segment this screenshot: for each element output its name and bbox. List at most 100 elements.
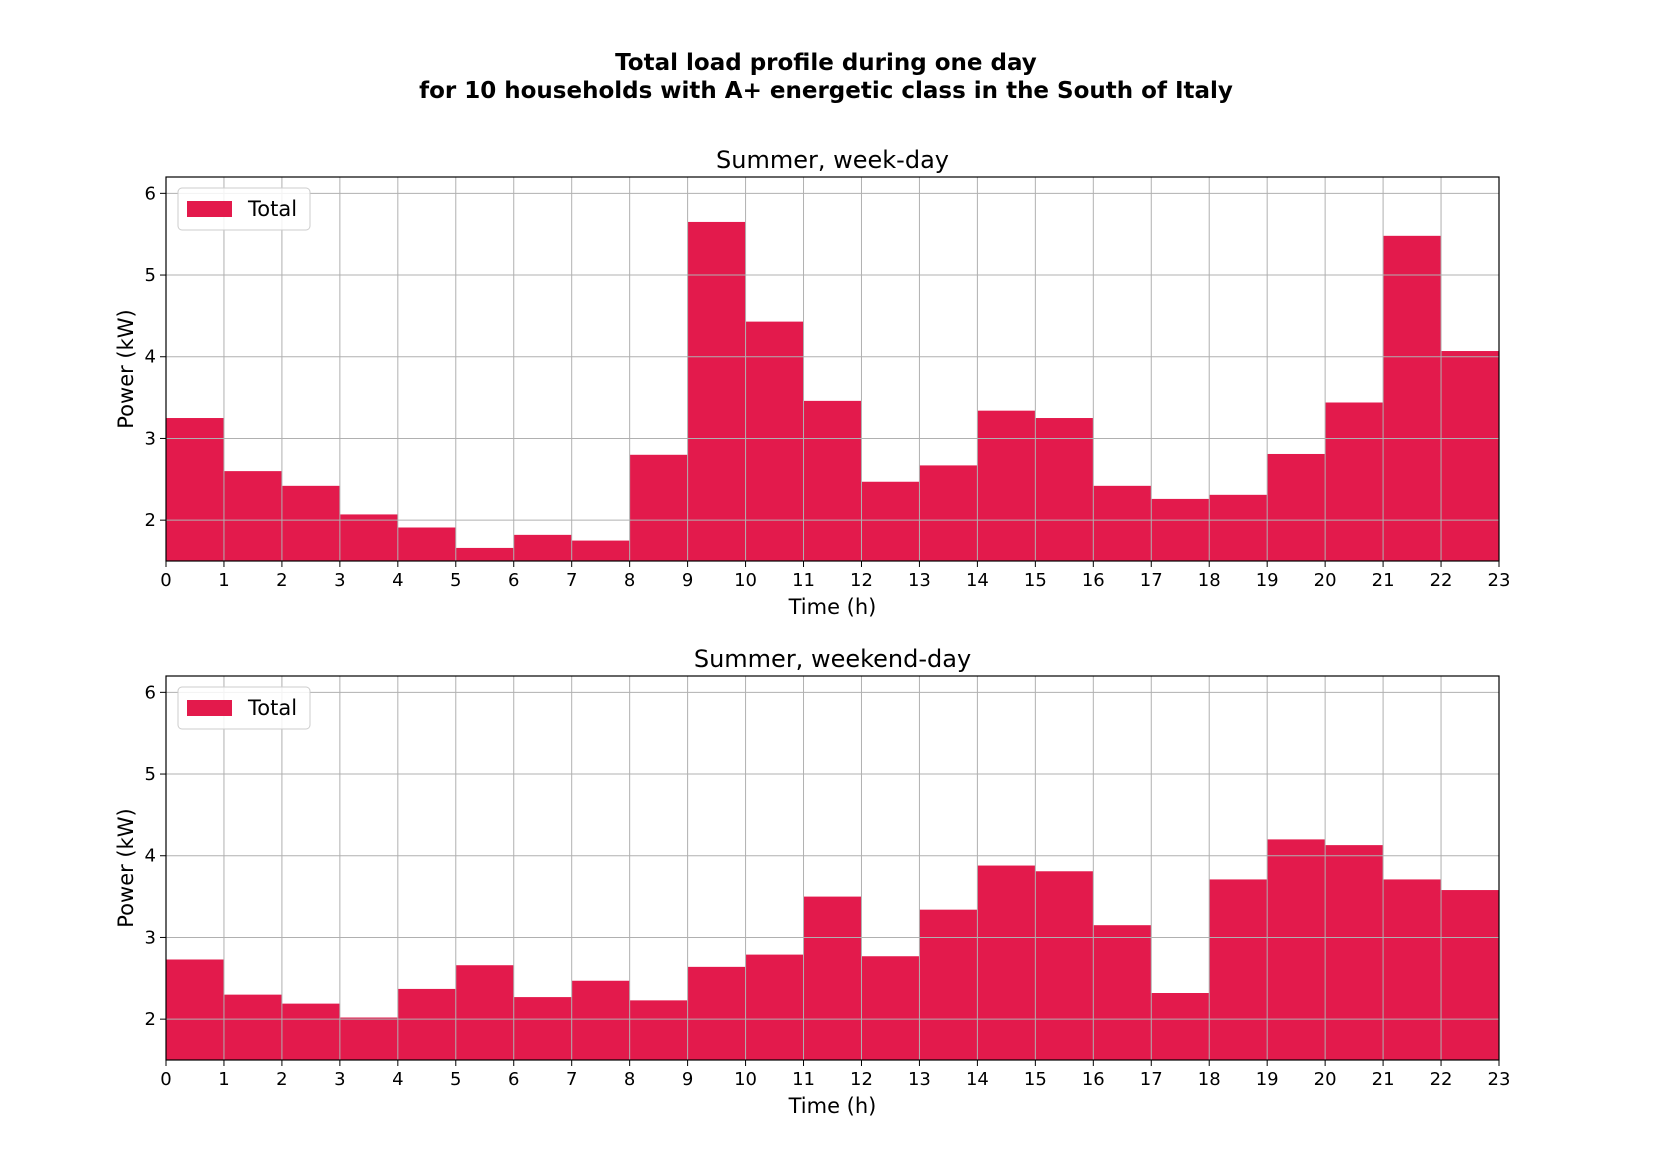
bar-hour-15 [1035, 871, 1094, 1060]
x-tick-label: 13 [908, 570, 931, 591]
x-tick-label: 17 [1140, 570, 1163, 591]
legend-box [177, 187, 311, 231]
x-axis-label: Time (h) [788, 595, 877, 619]
x-tick-label: 22 [1430, 1069, 1453, 1090]
x-tick-label: 17 [1140, 1069, 1163, 1090]
x-tick-label: 23 [1488, 570, 1511, 591]
x-tick-label: 0 [160, 570, 171, 591]
y-axis-label: Power (kW) [114, 808, 138, 927]
bar-hour-7 [571, 980, 630, 1060]
legend: Total [177, 187, 311, 231]
x-tick-label: 0 [160, 1069, 171, 1090]
bar-hour-11 [803, 400, 862, 561]
bar-hour-14 [977, 410, 1036, 561]
x-tick-label: 8 [624, 1069, 635, 1090]
bar-hour-19 [1267, 453, 1326, 561]
legend: Total [177, 686, 311, 730]
y-tick-label: 3 [145, 927, 156, 948]
x-tick-label: 16 [1082, 570, 1105, 591]
x-tick-label: 16 [1082, 1069, 1105, 1090]
y-tick-label: 5 [145, 265, 156, 286]
bar-hour-14 [977, 865, 1036, 1060]
bar-hour-21 [1383, 235, 1442, 561]
bar-hour-3 [339, 1017, 398, 1060]
grid [165, 177, 1500, 561]
x-tick-label: 18 [1198, 570, 1221, 591]
x-axis-label: Time (h) [788, 1094, 877, 1118]
bar-hour-18 [1209, 879, 1268, 1060]
bar-hour-3 [339, 514, 398, 561]
bar-hour-5 [455, 547, 514, 561]
x-tick-label: 11 [792, 1069, 815, 1090]
legend-box [177, 686, 311, 730]
x-tick-label: 6 [508, 570, 519, 591]
y-tick-label: 3 [145, 428, 156, 449]
bar-hour-15 [1035, 418, 1094, 561]
x-tick-label: 4 [392, 1069, 403, 1090]
axes-frame [165, 675, 1500, 1061]
bar-hour-7 [571, 540, 630, 561]
x-tick-label: 13 [908, 1069, 931, 1090]
x-tick-label: 5 [450, 1069, 461, 1090]
x-tick-label: 14 [966, 1069, 989, 1090]
x-tick-label: 1 [218, 1069, 229, 1090]
x-tick-label: 10 [734, 570, 757, 591]
x-tick-label: 3 [334, 1069, 345, 1090]
bar-series [166, 221, 1499, 561]
x-tick-label: 9 [682, 570, 693, 591]
x-tick-label: 19 [1256, 570, 1279, 591]
x-tick-label: 8 [624, 570, 635, 591]
figure-title-line2: for 10 households with A+ energetic clas… [419, 78, 1233, 104]
bar-hour-19 [1267, 839, 1326, 1060]
bar-hour-2 [281, 1003, 340, 1060]
bar-hour-4 [397, 988, 456, 1060]
y-tick-label: 6 [145, 682, 156, 703]
axes-weekend: 0 1 2 3 4 5 6 7 8 9 10 11 12 13 14 15 16 17 18 19 20 21 22 2323… [114, 645, 1510, 1118]
x-tick-label: 9 [682, 1069, 693, 1090]
bar-hour-22 [1441, 351, 1499, 561]
y-tick-label: 2 [145, 1009, 156, 1030]
bar-hour-0 [166, 959, 224, 1060]
bar-hour-8 [629, 1000, 688, 1060]
bar-hour-10 [745, 321, 804, 561]
legend-label: Total [247, 696, 297, 720]
x-tick-label: 7 [566, 1069, 577, 1090]
x-tick-label: 7 [566, 570, 577, 591]
x-tick-label: 3 [334, 570, 345, 591]
grid [165, 676, 1500, 1060]
bar-hour-10 [745, 954, 804, 1060]
x-tick-label: 12 [850, 570, 873, 591]
bar-hour-11 [803, 896, 862, 1060]
bar-hour-17 [1151, 498, 1210, 561]
x-tick-label: 10 [734, 1069, 757, 1090]
legend-swatch [187, 201, 232, 217]
bar-hour-22 [1441, 890, 1499, 1060]
axes-title: Summer, week-day [716, 146, 949, 174]
y-tick-label: 4 [145, 347, 156, 368]
x-tick-label: 20 [1314, 1069, 1337, 1090]
bar-series [166, 839, 1499, 1060]
bar-hour-18 [1209, 494, 1268, 561]
y-tick-label: 6 [145, 183, 156, 204]
bar-hour-13 [919, 465, 978, 561]
bar-hour-6 [513, 534, 572, 561]
x-tick-label: 6 [508, 1069, 519, 1090]
axes-frame [165, 176, 1500, 562]
figure-title-line1: Total load profile during one day [615, 50, 1037, 76]
y-tick-label: 4 [145, 846, 156, 867]
x-tick-label: 5 [450, 570, 461, 591]
axes-title: Summer, weekend-day [694, 645, 971, 673]
bar-hour-8 [629, 454, 688, 561]
x-tick-label: 23 [1488, 1069, 1511, 1090]
bar-hour-17 [1151, 993, 1210, 1060]
x-tick-label: 18 [1198, 1069, 1221, 1090]
bar-hour-9 [687, 221, 746, 561]
x-tick-label: 15 [1024, 570, 1047, 591]
y-tick-label: 5 [145, 764, 156, 785]
x-tick-label: 4 [392, 570, 403, 591]
x-tick-label: 21 [1372, 1069, 1395, 1090]
bar-hour-21 [1383, 879, 1442, 1060]
y-tick-label: 2 [145, 510, 156, 531]
x-tick-label: 11 [792, 570, 815, 591]
x-tick-label: 2 [276, 570, 287, 591]
